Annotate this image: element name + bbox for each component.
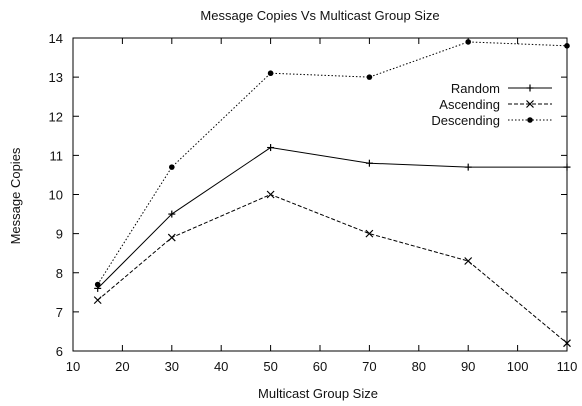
data-point-random [365, 159, 373, 167]
legend-marker-random [526, 84, 534, 92]
data-point-random [464, 163, 472, 171]
data-point-descending [267, 70, 274, 77]
y-tick-label: 9 [56, 227, 63, 242]
data-point-ascending [464, 257, 473, 265]
y-tick-label: 6 [56, 344, 63, 359]
x-axis-label: Multicast Group Size [258, 386, 378, 401]
legend-label: Ascending [439, 97, 500, 112]
x-tick-label: 30 [165, 359, 179, 374]
y-tick-label: 11 [50, 148, 64, 163]
y-tick-label: 12 [49, 109, 63, 124]
x-tick-label: 80 [412, 359, 426, 374]
data-point-ascending [266, 190, 275, 199]
y-axis-label: Message Copies [8, 147, 23, 244]
data-point-descending [366, 74, 373, 80]
x-tick-label: 40 [214, 359, 228, 374]
x-tick-label: 60 [313, 359, 327, 374]
data-point-ascending [365, 229, 374, 238]
data-point-descending [564, 43, 570, 49]
data-point-ascending [167, 233, 176, 242]
chart-title: Message Copies Vs Multicast Group Size [200, 8, 439, 23]
x-tick-label: 10 [66, 359, 80, 374]
series-line-descending [97, 41, 568, 285]
legend-label: Random [451, 81, 500, 96]
y-tick-label: 10 [49, 188, 63, 203]
axes: 10 20 30 40 50 60 70 80 90 100 110 6 7 8 9 10 11 12 13 14 [49, 31, 578, 374]
y-tick-label: 7 [56, 305, 63, 320]
series-layer [93, 39, 571, 348]
y-tick-label: 13 [49, 70, 63, 85]
data-point-random [563, 163, 571, 171]
x-tick-label: 20 [115, 359, 129, 374]
data-point-random [267, 144, 275, 152]
x-tick-label: 110 [557, 359, 578, 374]
series-line-ascending [97, 193, 568, 344]
x-tick-label: 70 [362, 359, 376, 374]
data-point-ascending [93, 296, 102, 305]
x-tick-label: 50 [263, 359, 277, 374]
legend-marker-descending [527, 117, 533, 123]
data-point-descending [465, 39, 472, 45]
y-tick-label: 14 [49, 31, 63, 46]
legend-label: Descending [431, 113, 500, 128]
x-tick-label: 90 [461, 359, 475, 374]
data-point-ascending [563, 339, 571, 348]
x-tick-label: 100 [507, 359, 529, 374]
y-tick-label: 8 [56, 266, 63, 281]
data-point-descending [169, 164, 175, 170]
data-point-descending [94, 281, 101, 288]
data-point-random [168, 210, 176, 218]
legend-marker-ascending [526, 100, 534, 108]
series-line-random [97, 147, 567, 289]
